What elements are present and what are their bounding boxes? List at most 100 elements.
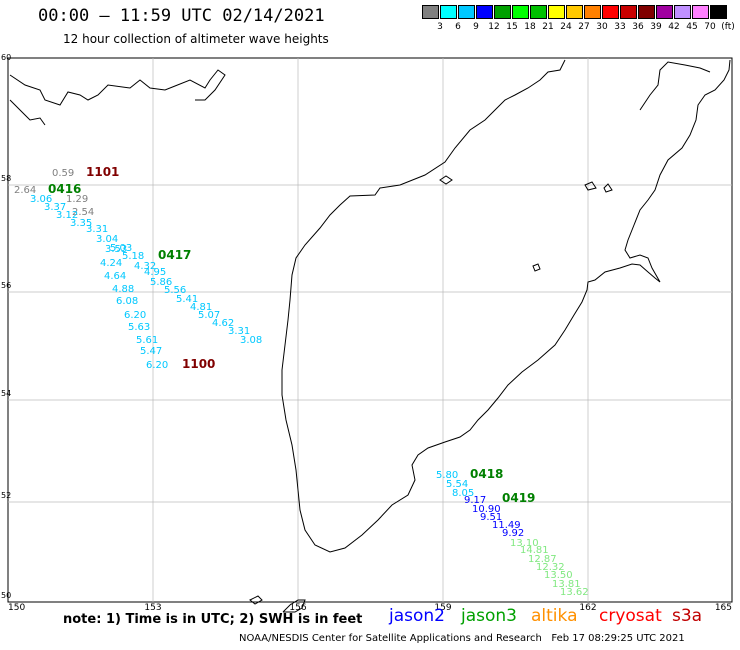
satellite-jason3: jason3 bbox=[461, 606, 517, 626]
lat-label: 54 bbox=[1, 389, 11, 398]
swh-value: 5.61 bbox=[136, 335, 158, 346]
swh-value: 6.08 bbox=[116, 296, 138, 307]
legend-swatch bbox=[674, 5, 691, 19]
swh-value: 6.20 bbox=[146, 360, 168, 371]
swh-value: 3.12 bbox=[56, 210, 78, 221]
satellite-jason2: jason2 bbox=[389, 606, 445, 626]
lon-label: 150 bbox=[8, 603, 25, 613]
legend-label: 36 bbox=[632, 22, 644, 32]
lat-label: 50 bbox=[1, 591, 11, 600]
swh-value: 12.32 bbox=[536, 562, 565, 573]
lon-label: 153 bbox=[144, 603, 161, 613]
swh-value: 5.56 bbox=[164, 285, 186, 296]
map-frame bbox=[7, 57, 733, 603]
legend-swatch bbox=[584, 5, 601, 19]
legend-swatch bbox=[566, 5, 583, 19]
satellite-s3a: s3a bbox=[672, 606, 703, 626]
swh-value: 13.81 bbox=[552, 579, 581, 590]
legend-swatch bbox=[458, 5, 475, 19]
swh-value: 9.92 bbox=[502, 528, 524, 539]
swh-value: 2.64 bbox=[14, 185, 36, 196]
lat-label: 52 bbox=[1, 491, 11, 500]
lon-label: 159 bbox=[434, 603, 451, 613]
kuril-island bbox=[249, 595, 263, 605]
swh-value: 3.35 bbox=[70, 218, 92, 229]
coastline bbox=[9, 59, 731, 613]
swh-value: 10.90 bbox=[472, 504, 501, 515]
legend-label: 6 bbox=[455, 22, 461, 32]
legend-label: 39 bbox=[650, 22, 662, 32]
swh-value: 14.81 bbox=[520, 545, 549, 556]
legend-swatch bbox=[710, 5, 727, 19]
swh-value: 4.88 bbox=[112, 284, 134, 295]
kamchatka-coast bbox=[281, 59, 731, 553]
legend-label: 70 bbox=[704, 22, 716, 32]
lake bbox=[532, 263, 541, 272]
swh-value: 4.81 bbox=[190, 302, 212, 313]
legend-swatch bbox=[638, 5, 655, 19]
swh-value: 5.63 bbox=[128, 322, 150, 333]
lake bbox=[584, 181, 597, 191]
legend-label: 12 bbox=[488, 22, 500, 32]
legend-label: 27 bbox=[578, 22, 590, 32]
swh-value: 5.07 bbox=[198, 310, 220, 321]
swh-value: 8.05 bbox=[452, 488, 474, 499]
swh-value: 5.03 bbox=[110, 243, 132, 254]
lat-label: 56 bbox=[1, 281, 11, 290]
lat-label: 60 bbox=[1, 53, 11, 62]
legend-label: 3 bbox=[437, 22, 443, 32]
legend-label: 15 bbox=[506, 22, 518, 32]
swh-value: 11.49 bbox=[492, 520, 521, 531]
track-id: 0417 bbox=[158, 248, 191, 262]
swh-value: 0.59 bbox=[52, 168, 74, 179]
lat-label: 58 bbox=[1, 174, 11, 183]
swh-value: 3.31 bbox=[86, 224, 108, 235]
swh-value: 3.06 bbox=[30, 194, 52, 205]
legend-swatch bbox=[476, 5, 493, 19]
kuril-island bbox=[282, 599, 306, 613]
legend-swatch bbox=[440, 5, 457, 19]
track-id: 0419 bbox=[502, 491, 535, 505]
legend-swatch bbox=[530, 5, 547, 19]
swh-value: 13.62 bbox=[560, 587, 589, 598]
swh-value: 4.62 bbox=[212, 318, 234, 329]
legend-swatch bbox=[656, 5, 673, 19]
legend-unit: (ft) bbox=[721, 22, 735, 32]
swh-value: 3.04 bbox=[96, 234, 118, 245]
legend-label: 33 bbox=[614, 22, 626, 32]
swh-value: 5.54 bbox=[446, 479, 468, 490]
track-id: 1101 bbox=[86, 165, 119, 179]
legend-swatch bbox=[548, 5, 565, 19]
track-labels: 0.59 11012.641.293.062.543.373.123.353.31… bbox=[14, 165, 589, 598]
swh-value: 5.41 bbox=[176, 294, 198, 305]
swh-value: 3.53 bbox=[105, 244, 127, 255]
legend-label: 42 bbox=[668, 22, 680, 32]
legend-swatch bbox=[602, 5, 619, 19]
legend-swatch bbox=[422, 5, 439, 19]
satellite-cryosat: cryosat bbox=[599, 606, 662, 626]
legend-swatch bbox=[692, 5, 709, 19]
swh-value: 5.18 bbox=[122, 251, 144, 262]
legend-swatch bbox=[512, 5, 529, 19]
track-id: 0418 bbox=[470, 467, 503, 481]
legend-label: 21 bbox=[542, 22, 554, 32]
lake bbox=[603, 183, 613, 193]
satellite-altika: altika bbox=[531, 606, 578, 626]
okhotsk-north-coast bbox=[9, 99, 46, 126]
legend-label: 45 bbox=[686, 22, 698, 32]
okhotsk-north-coast bbox=[9, 69, 226, 106]
swh-value: 6.20 bbox=[124, 310, 146, 321]
swh-value: 5.80 bbox=[436, 470, 458, 481]
swh-value: 5.86 bbox=[150, 277, 172, 288]
track-id: 0416 bbox=[48, 182, 81, 196]
lon-label: 162 bbox=[579, 603, 596, 613]
credit-line: NOAA/NESDIS Center for Satellite Applica… bbox=[239, 633, 685, 644]
lon-label: 165 bbox=[715, 603, 732, 613]
swh-value: 9.51 bbox=[480, 512, 502, 523]
page-subtitle: 12 hour collection of altimeter wave hei… bbox=[63, 32, 329, 46]
swh-value: 5.47 bbox=[140, 346, 162, 357]
swh-value: 4.95 bbox=[144, 267, 166, 278]
swh-value: 1.29 bbox=[66, 194, 88, 205]
track-id: 1100 bbox=[182, 357, 215, 371]
